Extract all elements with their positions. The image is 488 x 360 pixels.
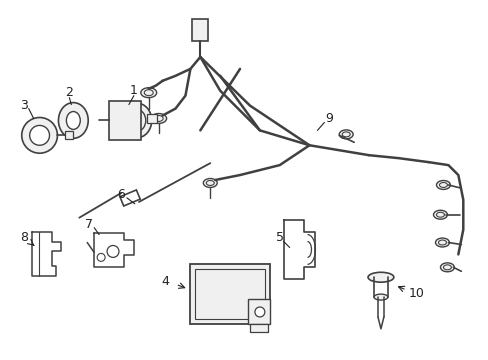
Circle shape <box>30 125 49 145</box>
Text: 1: 1 <box>130 84 138 97</box>
Text: 2: 2 <box>65 86 73 99</box>
Ellipse shape <box>122 103 151 138</box>
Ellipse shape <box>440 263 453 272</box>
Bar <box>249 324 267 332</box>
Ellipse shape <box>59 103 88 138</box>
Ellipse shape <box>141 88 156 98</box>
Polygon shape <box>120 190 140 206</box>
Text: 10: 10 <box>408 287 424 300</box>
Bar <box>146 113 156 123</box>
Ellipse shape <box>367 272 393 282</box>
Bar <box>195 269 264 319</box>
Ellipse shape <box>254 307 264 317</box>
Text: 9: 9 <box>325 112 333 125</box>
Circle shape <box>21 117 57 153</box>
Bar <box>190 264 269 324</box>
Text: 3: 3 <box>20 99 28 112</box>
Text: 6: 6 <box>117 188 124 201</box>
Ellipse shape <box>107 246 119 257</box>
Bar <box>109 100 141 140</box>
Bar <box>192 19 208 41</box>
Text: 4: 4 <box>162 275 169 288</box>
Text: 5: 5 <box>275 231 283 244</box>
Bar <box>247 299 269 324</box>
Ellipse shape <box>150 113 166 123</box>
Text: 7: 7 <box>85 218 93 231</box>
Ellipse shape <box>373 294 387 300</box>
Ellipse shape <box>203 179 217 188</box>
Bar <box>65 131 73 139</box>
Ellipse shape <box>97 253 105 261</box>
Ellipse shape <box>433 210 447 219</box>
Ellipse shape <box>436 180 449 189</box>
Ellipse shape <box>435 238 448 247</box>
Ellipse shape <box>339 130 352 139</box>
Text: 8: 8 <box>20 231 28 244</box>
Ellipse shape <box>66 112 80 129</box>
